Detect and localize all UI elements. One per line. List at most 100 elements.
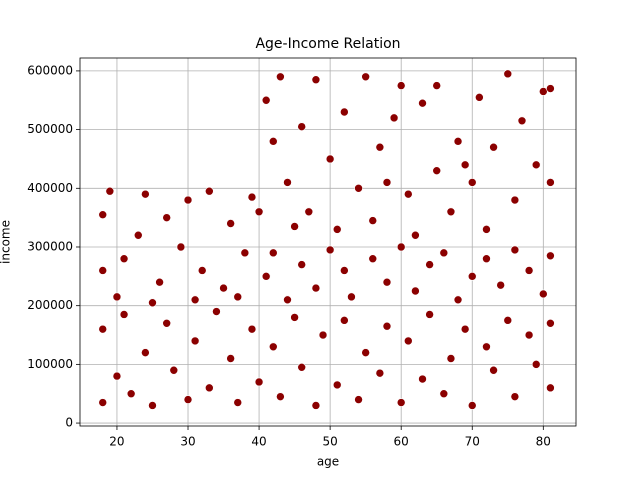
- x-tick-label: 80: [536, 435, 551, 449]
- point: [396, 81, 406, 90]
- point: [368, 254, 378, 264]
- point: [297, 363, 307, 372]
- point: [155, 277, 164, 287]
- x-tick-label: 70: [465, 435, 480, 449]
- point: [503, 316, 513, 325]
- point: [240, 248, 250, 258]
- point: [340, 266, 349, 275]
- point: [546, 251, 555, 261]
- point: [340, 107, 349, 117]
- x-tick-label: 50: [322, 435, 337, 449]
- point: [496, 280, 505, 290]
- point: [268, 248, 278, 258]
- point: [375, 142, 385, 152]
- y-tick-label: 200000: [27, 298, 73, 312]
- point: [460, 160, 470, 170]
- point: [247, 192, 257, 202]
- point: [539, 87, 548, 96]
- point: [340, 316, 349, 325]
- point: [290, 313, 299, 322]
- point: [325, 245, 335, 255]
- point: [332, 380, 342, 390]
- point: [190, 336, 200, 346]
- x-tick-label: 40: [251, 435, 266, 449]
- point: [439, 248, 449, 258]
- point: [425, 310, 434, 319]
- y-tick-label: 400000: [27, 181, 73, 195]
- point: [190, 295, 200, 305]
- point: [233, 398, 243, 407]
- point: [361, 348, 370, 357]
- point: [489, 142, 498, 152]
- ticks: 20 30 40 50 60 70 80 0 100000 200000 300000 400000 5…: [27, 63, 551, 448]
- point: [539, 289, 548, 299]
- point: [112, 292, 122, 302]
- point: [524, 266, 534, 275]
- point: [382, 178, 392, 187]
- point: [268, 342, 278, 352]
- point: [403, 336, 413, 346]
- y-tick-label: 600000: [27, 63, 73, 77]
- point: [169, 365, 179, 375]
- point: [432, 166, 442, 175]
- x-tick-label: 60: [394, 435, 409, 449]
- point: [482, 254, 491, 264]
- point: [226, 354, 235, 363]
- point: [361, 72, 370, 82]
- y-tick-label: 100000: [27, 357, 73, 371]
- point: [446, 207, 456, 217]
- point: [311, 75, 321, 85]
- points: [98, 69, 555, 410]
- point: [219, 283, 228, 293]
- point: [396, 242, 406, 252]
- point: [403, 189, 413, 199]
- point: [382, 277, 392, 287]
- point: [347, 292, 356, 302]
- point: [546, 84, 555, 93]
- point: [375, 368, 385, 378]
- point: [418, 374, 427, 384]
- point: [411, 286, 420, 296]
- point: [425, 260, 434, 269]
- point: [453, 295, 463, 305]
- point: [446, 354, 456, 363]
- point: [283, 178, 292, 187]
- point: [176, 242, 186, 252]
- point: [368, 216, 378, 225]
- point: [148, 401, 157, 410]
- point: [297, 122, 307, 131]
- point: [98, 210, 108, 220]
- point: [247, 324, 257, 334]
- point: [467, 272, 477, 281]
- point: [254, 377, 264, 387]
- point: [482, 342, 491, 352]
- point: [325, 154, 335, 164]
- point: [304, 207, 314, 217]
- point: [510, 245, 520, 255]
- point: [126, 389, 136, 399]
- point: [205, 383, 214, 393]
- point: [226, 219, 235, 228]
- point: [467, 178, 477, 187]
- point: [112, 371, 122, 381]
- grid: [80, 58, 576, 426]
- point: [311, 401, 321, 410]
- point: [98, 266, 108, 275]
- point: [290, 222, 299, 231]
- point: [439, 389, 449, 399]
- point: [389, 113, 399, 123]
- point: [524, 330, 534, 340]
- point: [268, 137, 278, 146]
- x-axis-label: age: [317, 455, 339, 469]
- point: [233, 292, 243, 302]
- point: [460, 324, 470, 334]
- point: [261, 95, 271, 105]
- point: [141, 189, 150, 199]
- point: [467, 401, 477, 410]
- point: [283, 295, 292, 305]
- y-tick-label: 300000: [27, 239, 73, 253]
- point: [141, 348, 150, 357]
- point: [276, 72, 285, 82]
